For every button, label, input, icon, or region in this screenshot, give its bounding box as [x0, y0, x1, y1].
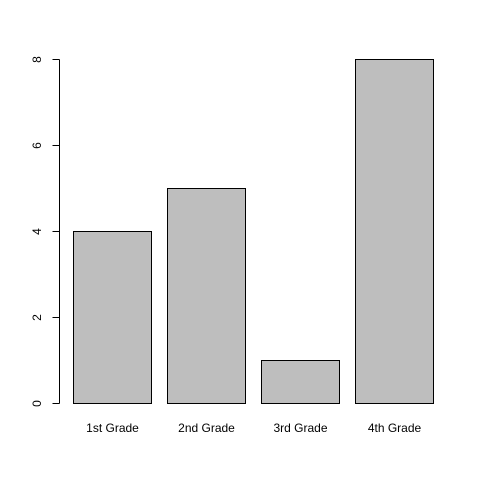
category-label-1: 1st Grade [86, 421, 139, 435]
bar-1 [73, 231, 152, 404]
bars-layer [73, 59, 434, 404]
y-tick-label-4: 8 [30, 56, 44, 63]
bar-4 [355, 59, 434, 404]
bar-2 [167, 188, 246, 404]
x-axis-labels: 1st Grade 2nd Grade 3rd Grade 4th Grade [86, 421, 421, 435]
bar-3 [261, 360, 340, 404]
category-label-3: 3rd Grade [273, 421, 327, 435]
y-tick-label-3: 6 [30, 142, 44, 149]
y-tick-label-0: 0 [30, 400, 44, 407]
category-label-4: 4th Grade [368, 421, 422, 435]
y-axis: 0 2 4 6 8 [30, 56, 60, 407]
y-tick-label-2: 4 [30, 228, 44, 235]
category-label-2: 2nd Grade [178, 421, 235, 435]
y-tick-label-1: 2 [30, 314, 44, 321]
